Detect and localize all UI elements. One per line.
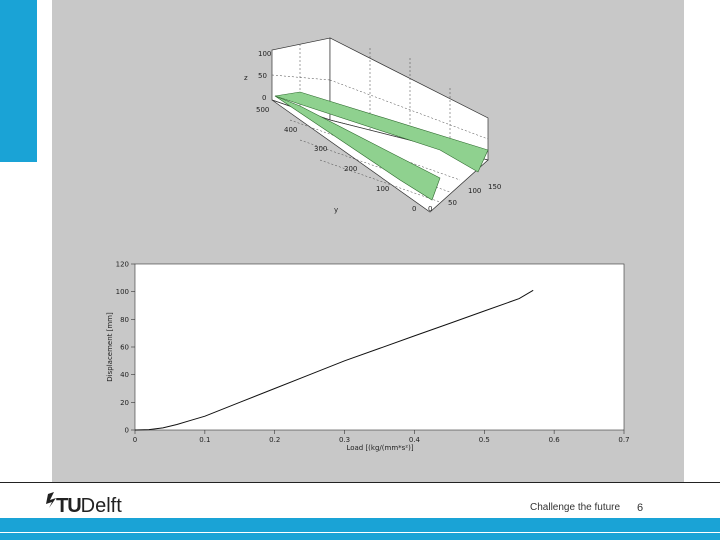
x-tick-label: 0.6 (549, 436, 561, 444)
footer-bar (0, 518, 720, 532)
z-axis-label: z (244, 74, 248, 82)
y-tick-label: 100 (376, 185, 389, 193)
x-tick-label: 0.2 (269, 436, 280, 444)
x-tick-label: 0 (133, 436, 137, 444)
tudelft-logo: TU Delft (44, 490, 122, 518)
logo-delft-text: Delft (80, 495, 122, 517)
surface-band-upper (274, 91, 489, 173)
slogan: Challenge the future (530, 502, 621, 513)
x-tick-label: 0.5 (479, 436, 490, 444)
y-tick-label: 400 (284, 126, 297, 134)
y-tick-label: 40 (120, 371, 129, 379)
x-tick-label: 0.1 (199, 436, 210, 444)
y-axis-label: Displacement [mm] (106, 312, 114, 382)
x-tick-label: 0 (428, 205, 432, 213)
y-tick-label: 0 (412, 205, 416, 213)
y-tick-label: 120 (116, 261, 129, 269)
grid-line (329, 79, 489, 140)
surface-plot: 100 50 0 z 500 400 300 200 100 0 y 0 50 … (244, 37, 501, 214)
z-tick-label: 0 (262, 94, 266, 102)
y-tick-label: 500 (256, 106, 269, 114)
logo-tu-text: TU (56, 495, 82, 517)
x-tick-label: 0.4 (409, 436, 421, 444)
x-tick-label: 150 (488, 183, 501, 191)
grid-line (319, 159, 441, 203)
y-tick-label: 60 (120, 344, 129, 352)
flame-icon (46, 492, 56, 508)
y-tick-label: 0 (125, 427, 129, 435)
x-tick-label: 50 (448, 199, 457, 207)
y-axis-label: y (334, 206, 338, 214)
x-tick-label: 0.7 (618, 436, 629, 444)
y-tick-label: 80 (120, 316, 129, 324)
page-number: 6 (637, 502, 644, 514)
x-axis-label: Load [(kg/(mm*s²)] (346, 444, 413, 452)
y-tick-label: 300 (314, 145, 327, 153)
surface-band-lower (274, 95, 441, 201)
series-line (134, 289, 534, 431)
y-tick-label: 100 (116, 288, 129, 296)
x-tick-label: 0.3 (339, 436, 350, 444)
line-chart: 0 20 40 60 80 100 120 0 0.1 0.2 0.3 0.4 0.5 0.6 0.7 D… (106, 261, 630, 453)
plot-area (134, 263, 625, 431)
footer-rule (0, 482, 720, 483)
z-tick-label: 50 (258, 72, 267, 80)
accent-tab (0, 0, 37, 162)
x-tick-label: 100 (468, 187, 481, 195)
grid-line (271, 74, 331, 81)
y-tick-label: 20 (120, 399, 129, 407)
footer-bar-bottom (0, 533, 720, 540)
y-tick-label: 200 (344, 165, 357, 173)
z-tick-label: 100 (258, 50, 271, 58)
